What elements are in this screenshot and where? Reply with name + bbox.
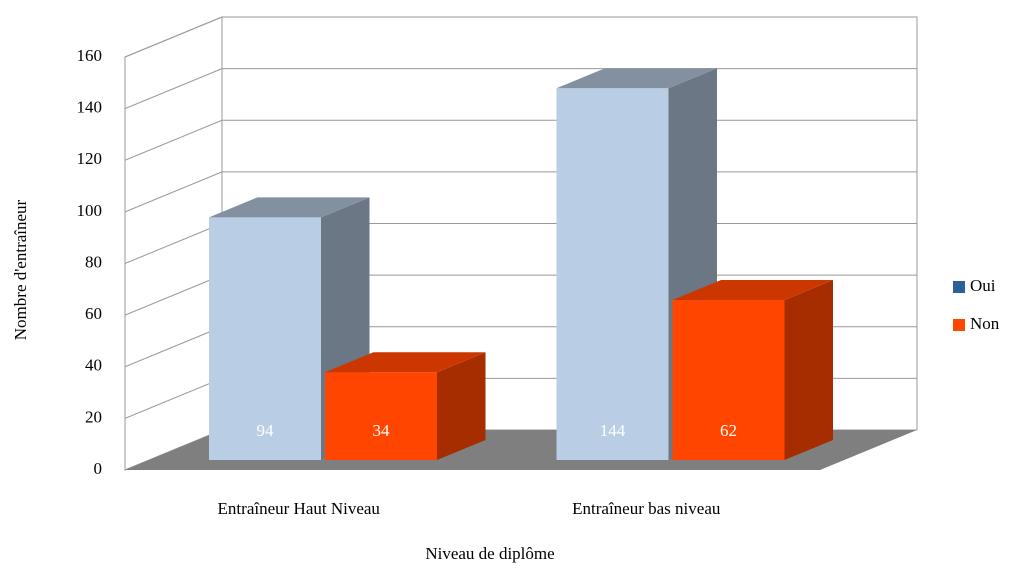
y-tick-label: 100: [77, 201, 103, 220]
side-grid-line: [124, 377, 223, 419]
bar-front: [556, 88, 669, 461]
bar-side: [784, 279, 833, 460]
bar-top: [556, 68, 717, 89]
legend-label: Oui: [970, 276, 996, 295]
y-tick-label: 0: [94, 459, 103, 478]
data-label: 144: [600, 421, 626, 440]
bar-top: [325, 352, 486, 373]
side-grid-line: [124, 326, 223, 368]
y-tick-label: 20: [85, 407, 102, 426]
side-grid-line: [124, 119, 223, 161]
x-tick-label: Entraîneur Haut Niveau: [218, 499, 381, 518]
data-label: 62: [720, 421, 737, 440]
y-tick-label: 160: [77, 46, 103, 65]
bar-front: [325, 372, 437, 460]
bar-side: [437, 352, 486, 460]
side-grid-line: [124, 223, 223, 264]
bar-front: [672, 299, 785, 460]
y-tick-label: 40: [85, 356, 102, 375]
x-tick-label: Entraîneur bas niveau: [572, 499, 721, 518]
bar-front: [209, 217, 321, 460]
side-grid-line: [124, 16, 223, 58]
y-tick-label: 60: [85, 304, 102, 323]
legend-swatch: [953, 281, 965, 293]
y-tick-label: 80: [85, 252, 102, 271]
data-label: 34: [373, 421, 391, 440]
legend-label: Non: [970, 314, 1000, 333]
x-axis-title: Niveau de diplôme: [425, 544, 554, 563]
bar-top: [672, 279, 833, 300]
y-tick-label: 140: [77, 98, 103, 117]
bar-top: [209, 197, 370, 218]
data-label: 94: [257, 421, 275, 440]
y-tick-label: 120: [77, 149, 103, 168]
side-grid-line: [124, 171, 223, 213]
legend-swatch: [953, 319, 965, 331]
side-grid-line: [124, 68, 223, 110]
side-grid-line: [124, 274, 223, 316]
y-axis-title: Nombre d'entraîneur: [11, 199, 30, 340]
